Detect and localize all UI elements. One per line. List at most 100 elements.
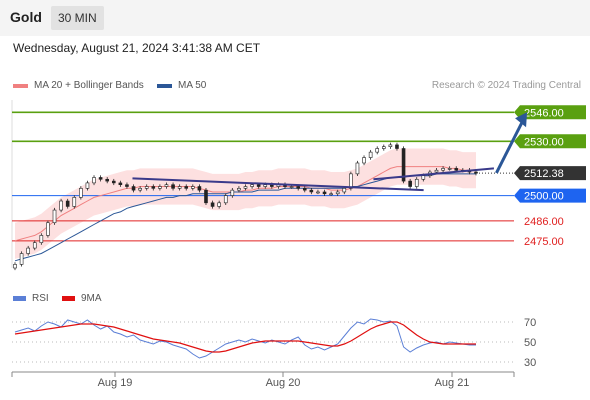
rsi-line <box>14 318 476 359</box>
candle-body <box>335 191 340 195</box>
candle-body <box>395 144 399 149</box>
level-tag-0 <box>514 105 586 120</box>
legend-ma20: MA 20 + Bollinger Bands <box>13 80 144 91</box>
rsi-tick-0: 70 <box>524 317 536 329</box>
candle-body <box>250 184 254 187</box>
candle-body <box>408 180 412 187</box>
legend-ma20-label: MA 20 + Bollinger Bands <box>34 80 144 91</box>
candle-body <box>355 162 360 175</box>
trend-line-0 <box>132 177 424 192</box>
level-label-4: 2475.00 <box>524 236 564 248</box>
candle-body <box>204 189 208 204</box>
candle-body <box>171 184 175 189</box>
copyright-text: Research © 2024 Trading Central <box>431 80 581 91</box>
candle-body <box>243 186 248 189</box>
forecast-arrow-head <box>515 112 528 128</box>
candle-body <box>98 177 103 180</box>
candle-body <box>302 188 307 191</box>
candle-body <box>92 177 96 184</box>
candle-body <box>447 168 452 170</box>
candle-body <box>316 191 320 194</box>
candle-body <box>263 184 268 187</box>
legend-ma50: MA 50 <box>157 80 206 91</box>
candle-body <box>349 173 353 189</box>
legend-rsi: RSI <box>13 293 49 304</box>
candle-body <box>368 151 373 158</box>
candle-body <box>65 200 70 207</box>
candle-body <box>441 168 445 171</box>
candle-body <box>296 186 300 189</box>
candle-body <box>454 168 459 171</box>
ma50-swatch <box>157 83 172 88</box>
candle-body <box>39 235 44 243</box>
candle-body <box>118 182 123 186</box>
level-label-2: 2500.00 <box>524 191 564 203</box>
timeframe-button[interactable]: 30 MIN <box>51 6 104 30</box>
x-tick-label-1: Aug 20 <box>266 377 301 389</box>
candle-body <box>289 186 294 188</box>
candle-body <box>111 180 116 184</box>
candle-body <box>32 242 37 249</box>
candle-body <box>52 209 57 224</box>
candle-body <box>210 202 215 207</box>
ma9-swatch <box>62 296 75 301</box>
level-label-0: 2546.00 <box>524 107 564 119</box>
ma20-swatch <box>13 83 28 88</box>
rsi-swatch <box>13 296 26 301</box>
current-price-tag <box>514 166 586 181</box>
legend-9ma-label: 9MA <box>81 293 102 304</box>
candle-body <box>164 184 169 187</box>
candle-body <box>237 188 241 191</box>
candle-body <box>388 144 393 147</box>
level-tag-1 <box>514 134 586 149</box>
candle-body <box>72 197 77 207</box>
rsi-tick-1: 50 <box>524 337 536 349</box>
candle-body <box>144 186 149 189</box>
current-price-label: 2512.38 <box>524 168 564 180</box>
forecast-arrow-shaft <box>495 121 524 174</box>
level-tag-2 <box>514 188 586 203</box>
candle-body <box>191 186 195 189</box>
candle-body <box>414 178 419 187</box>
candle-body <box>184 186 189 189</box>
candle-body <box>151 186 156 189</box>
candle-body <box>329 193 333 196</box>
level-label-3: 2486.00 <box>524 216 564 228</box>
candle-body <box>375 148 380 153</box>
legend-9ma: 9MA <box>62 293 102 304</box>
candle-body <box>19 253 24 265</box>
x-tick-label-2: Aug 21 <box>435 377 470 389</box>
rsi-ma-line <box>14 321 476 353</box>
trend-line-1 <box>373 167 495 181</box>
candle-body <box>421 175 426 180</box>
candle-body <box>26 247 30 254</box>
top-bar: Gold 30 MIN <box>0 0 590 36</box>
chart-timestamp: Wednesday, August 21, 2024 3:41:38 AM CE… <box>13 41 261 55</box>
candle-body <box>105 178 109 182</box>
candle-body <box>138 188 142 191</box>
level-label-1: 2530.00 <box>524 136 564 148</box>
legend-rsi-label: RSI <box>32 293 49 304</box>
candle-body <box>223 195 228 204</box>
candle-body <box>46 222 50 236</box>
candle-body <box>131 186 136 191</box>
candle-body <box>434 169 439 173</box>
candle-body <box>177 186 182 189</box>
candle-body <box>13 264 17 269</box>
x-tick-label-0: Aug 19 <box>98 377 133 389</box>
candle-body <box>381 146 386 149</box>
candle-body <box>59 200 63 211</box>
candle-body <box>79 188 83 198</box>
candle-body <box>85 182 90 189</box>
candle-body <box>197 186 202 191</box>
candle-body <box>362 157 366 164</box>
candle-body <box>230 189 235 196</box>
candle-body <box>309 189 314 193</box>
candle-body <box>158 186 162 189</box>
bollinger-band <box>15 148 476 259</box>
candle-body <box>401 148 406 182</box>
candle-body <box>342 188 347 193</box>
instrument-title: Gold <box>10 9 42 25</box>
candle-body <box>256 184 261 187</box>
